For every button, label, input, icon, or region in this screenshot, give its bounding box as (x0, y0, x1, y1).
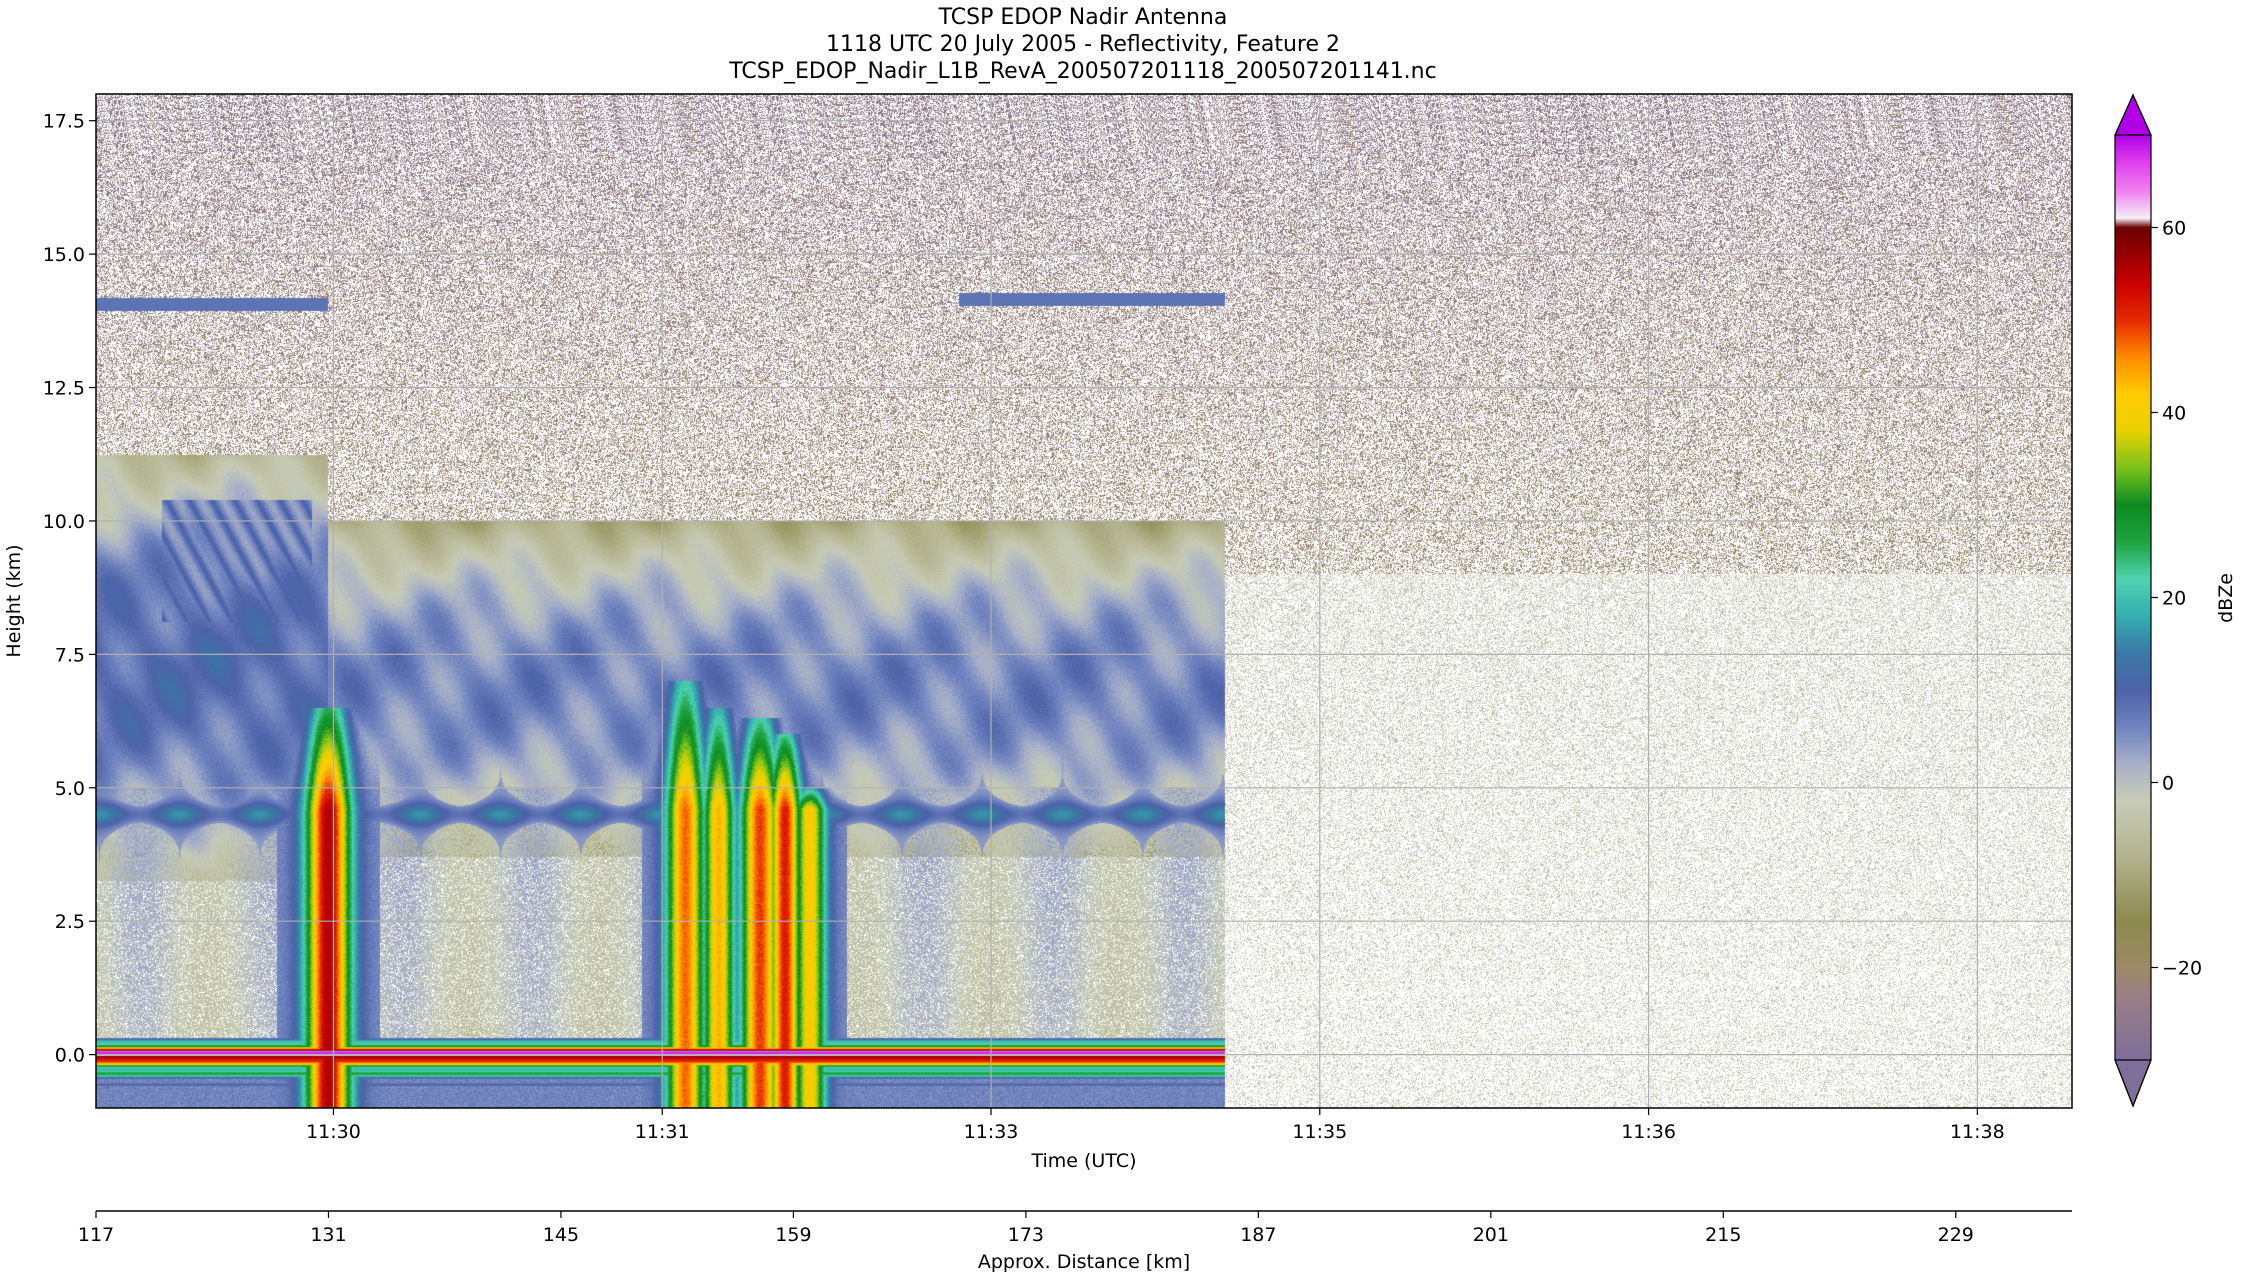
y-axis: 0.0 2.5 5.0 7.5 10.0 12.5 15.0 17.5 (43, 111, 96, 1067)
colorbar-tick-label: 60 (2162, 218, 2186, 240)
x-axis-distance: 117 131 145 159 173 187 201 215 229 (78, 1210, 2072, 1246)
y-tick-label: 7.5 (55, 644, 85, 666)
x-tick-label: 11:33 (964, 1121, 1019, 1143)
y-axis-label: Height (km) (3, 544, 25, 657)
colorbar-tick-label: 0 (2162, 773, 2174, 795)
colorbar-extend-min (2114, 1059, 2152, 1108)
title-line-1: TCSP EDOP Nadir Antenna (938, 5, 1228, 30)
x-tick-label: 11:31 (635, 1121, 690, 1143)
y-tick-label: 12.5 (43, 378, 85, 400)
x-tick-label: 11:38 (1950, 1121, 2005, 1143)
gridlines (96, 94, 2072, 1108)
distance-tick-label: 131 (310, 1224, 346, 1246)
plot-frame (95, 93, 2073, 1109)
y-tick-label: 17.5 (43, 111, 85, 133)
colorbar-outline (2114, 93, 2152, 1108)
radar-image (96, 94, 2072, 1108)
chart-title: TCSP EDOP Nadir Antenna 1118 UTC 20 July… (728, 5, 1436, 84)
distance-tick-label: 201 (1473, 1224, 1509, 1246)
y-tick-label: 2.5 (55, 911, 85, 933)
x-tick-label: 11:30 (306, 1121, 361, 1143)
title-line-3: TCSP_EDOP_Nadir_L1B_RevA_200507201118_20… (728, 59, 1436, 84)
colorbar-label: dBZe (2215, 573, 2237, 623)
plot-area (95, 93, 2073, 1109)
x-tick-label: 11:36 (1621, 1121, 1676, 1143)
x-axis-time: 11:30 11:31 11:33 11:35 11:36 11:38 (306, 1108, 2005, 1143)
distance-tick-label: 215 (1705, 1224, 1741, 1246)
colorbar-tick-label: −20 (2162, 958, 2202, 980)
distance-tick-label: 173 (1008, 1224, 1044, 1246)
colorbar-tick-label: 20 (2162, 588, 2186, 610)
distance-tick-label: 117 (78, 1224, 114, 1246)
colorbar: −20 0 20 40 60 dBZe (2114, 93, 2237, 1108)
x-tick-label: 11:35 (1292, 1121, 1347, 1143)
colorbar-extend-max (2114, 93, 2152, 136)
colorbar-gradient (2115, 135, 2151, 1060)
distance-tick-label: 229 (1938, 1224, 1974, 1246)
y-tick-label: 10.0 (43, 511, 85, 533)
distance-tick-label: 187 (1240, 1224, 1276, 1246)
distance-tick-label: 145 (543, 1224, 579, 1246)
y-tick-label: 15.0 (43, 244, 85, 266)
distance-axis-label: Approx. Distance [km] (978, 1251, 1190, 1273)
title-line-2: 1118 UTC 20 July 2005 - Reflectivity, Fe… (826, 32, 1340, 57)
y-tick-label: 0.0 (55, 1045, 85, 1067)
distance-tick-label: 159 (775, 1224, 811, 1246)
x-axis-label: Time (UTC) (1030, 1150, 1136, 1172)
colorbar-tick-label: 40 (2162, 403, 2186, 425)
colorbar-ticks: −20 0 20 40 60 (2151, 218, 2202, 980)
y-tick-label: 5.0 (55, 778, 85, 800)
